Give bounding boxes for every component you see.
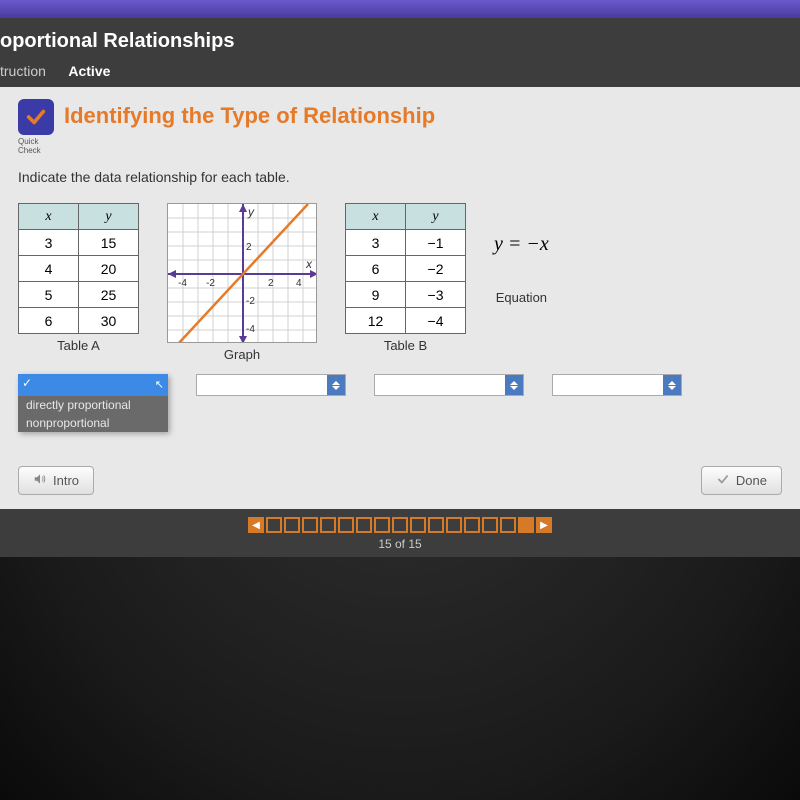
select-arrows-icon xyxy=(327,375,345,395)
checkmark-icon xyxy=(18,99,54,135)
pager-page-box[interactable] xyxy=(464,517,480,533)
pager-page-box[interactable] xyxy=(356,517,372,533)
bottom-buttons: Intro Done xyxy=(18,466,782,495)
svg-text:y: y xyxy=(247,205,255,219)
table-a-col-y: y xyxy=(79,204,139,230)
done-button[interactable]: Done xyxy=(701,466,782,495)
graph: y x 2 -2 -4 2 4 -2 -4 xyxy=(167,203,317,343)
pager-bar: ◀ ▶ 15 of 15 xyxy=(0,509,800,557)
pager-page-box[interactable] xyxy=(446,517,462,533)
table-row: 3−1 xyxy=(346,230,466,256)
pager-page-box[interactable] xyxy=(518,517,534,533)
select-table-b[interactable] xyxy=(374,374,524,396)
pager-page-box[interactable] xyxy=(338,517,354,533)
select-table-b-wrap xyxy=(374,374,524,396)
table-b-col-y: y xyxy=(406,204,466,230)
graph-label: Graph xyxy=(224,347,260,362)
svg-text:x: x xyxy=(305,257,313,271)
table-b-col-x: x xyxy=(346,204,406,230)
table-b-label: Table B xyxy=(384,338,427,353)
instruction-text: Indicate the data relationship for each … xyxy=(18,169,782,185)
tab-instruction[interactable]: truction xyxy=(0,63,46,79)
selects-row: ↖ directly proportional nonproportional xyxy=(18,374,782,396)
table-a-col-x: x xyxy=(19,204,79,230)
done-label: Done xyxy=(736,473,767,488)
select-graph[interactable] xyxy=(196,374,346,396)
pager-text: 15 of 15 xyxy=(378,537,421,551)
select-equation[interactable] xyxy=(552,374,682,396)
select-table-a-dropdown-open[interactable]: ↖ directly proportional nonproportional xyxy=(18,374,168,432)
pager-page-box[interactable] xyxy=(302,517,318,533)
pager-page-box[interactable] xyxy=(428,517,444,533)
table-a-column: xy 315 420 525 630 Table A xyxy=(18,203,139,353)
table-a-label: Table A xyxy=(57,338,100,353)
pager-page-box[interactable] xyxy=(284,517,300,533)
select-graph-wrap xyxy=(196,374,346,396)
cursor-icon: ↖ xyxy=(155,378,164,391)
lesson-title: Identifying the Type of Relationship xyxy=(64,103,435,129)
table-row: 315 xyxy=(19,230,139,256)
equation-label: Equation xyxy=(496,290,547,305)
pager-page-box[interactable] xyxy=(374,517,390,533)
table-row: 525 xyxy=(19,282,139,308)
quick-check-label: QuickCheck xyxy=(18,137,54,155)
graph-column: y x 2 -2 -4 2 4 -2 -4 Graph xyxy=(167,203,317,362)
svg-text:2: 2 xyxy=(268,278,274,289)
select-equation-wrap xyxy=(552,374,682,396)
page-title: oportional Relationships xyxy=(0,30,800,53)
equation-text: y = −x xyxy=(494,233,549,256)
intro-button[interactable]: Intro xyxy=(18,466,94,495)
window-top-bar xyxy=(0,0,800,18)
pager-page-box[interactable] xyxy=(266,517,282,533)
dropdown-option[interactable]: nonproportional xyxy=(18,414,168,432)
select-arrows-icon xyxy=(663,375,681,395)
select-table-a-wrap: ↖ directly proportional nonproportional xyxy=(18,374,168,396)
panel-header: QuickCheck Identifying the Type of Relat… xyxy=(18,99,782,155)
pager: ◀ ▶ xyxy=(248,517,552,533)
speaker-icon xyxy=(33,472,47,489)
intro-label: Intro xyxy=(53,473,79,488)
dropdown-selected-row[interactable]: ↖ xyxy=(18,374,168,396)
svg-text:-2: -2 xyxy=(206,278,215,289)
table-b-column: xy 3−1 6−2 9−3 12−4 Table B xyxy=(345,203,466,353)
table-row: 9−3 xyxy=(346,282,466,308)
table-b: xy 3−1 6−2 9−3 12−4 xyxy=(345,203,466,334)
equation-column: y = −x Equation xyxy=(494,203,549,305)
svg-text:-4: -4 xyxy=(178,278,187,289)
items-row: xy 315 420 525 630 Table A xyxy=(18,203,782,362)
table-row: 630 xyxy=(19,308,139,334)
app-header: oportional Relationships truction Active xyxy=(0,18,800,87)
svg-text:-4: -4 xyxy=(246,324,255,335)
svg-text:4: 4 xyxy=(296,278,302,289)
svg-text:2: 2 xyxy=(246,242,252,253)
pager-page-box[interactable] xyxy=(410,517,426,533)
table-row: 6−2 xyxy=(346,256,466,282)
table-row: 12−4 xyxy=(346,308,466,334)
table-row: 420 xyxy=(19,256,139,282)
pager-page-box[interactable] xyxy=(392,517,408,533)
checkmark-icon xyxy=(716,472,730,489)
pager-page-box[interactable] xyxy=(320,517,336,533)
pager-prev-button[interactable]: ◀ xyxy=(248,517,264,533)
table-a: xy 315 420 525 630 xyxy=(18,203,139,334)
content-panel: QuickCheck Identifying the Type of Relat… xyxy=(0,87,800,509)
pager-next-button[interactable]: ▶ xyxy=(536,517,552,533)
pager-page-box[interactable] xyxy=(482,517,498,533)
tab-bar: truction Active xyxy=(0,63,800,81)
svg-text:-2: -2 xyxy=(246,296,255,307)
tab-active[interactable]: Active xyxy=(68,63,110,79)
dropdown-option[interactable]: directly proportional xyxy=(18,396,168,414)
pager-page-box[interactable] xyxy=(500,517,516,533)
quick-check-badge: QuickCheck xyxy=(18,99,54,155)
select-arrows-icon xyxy=(505,375,523,395)
